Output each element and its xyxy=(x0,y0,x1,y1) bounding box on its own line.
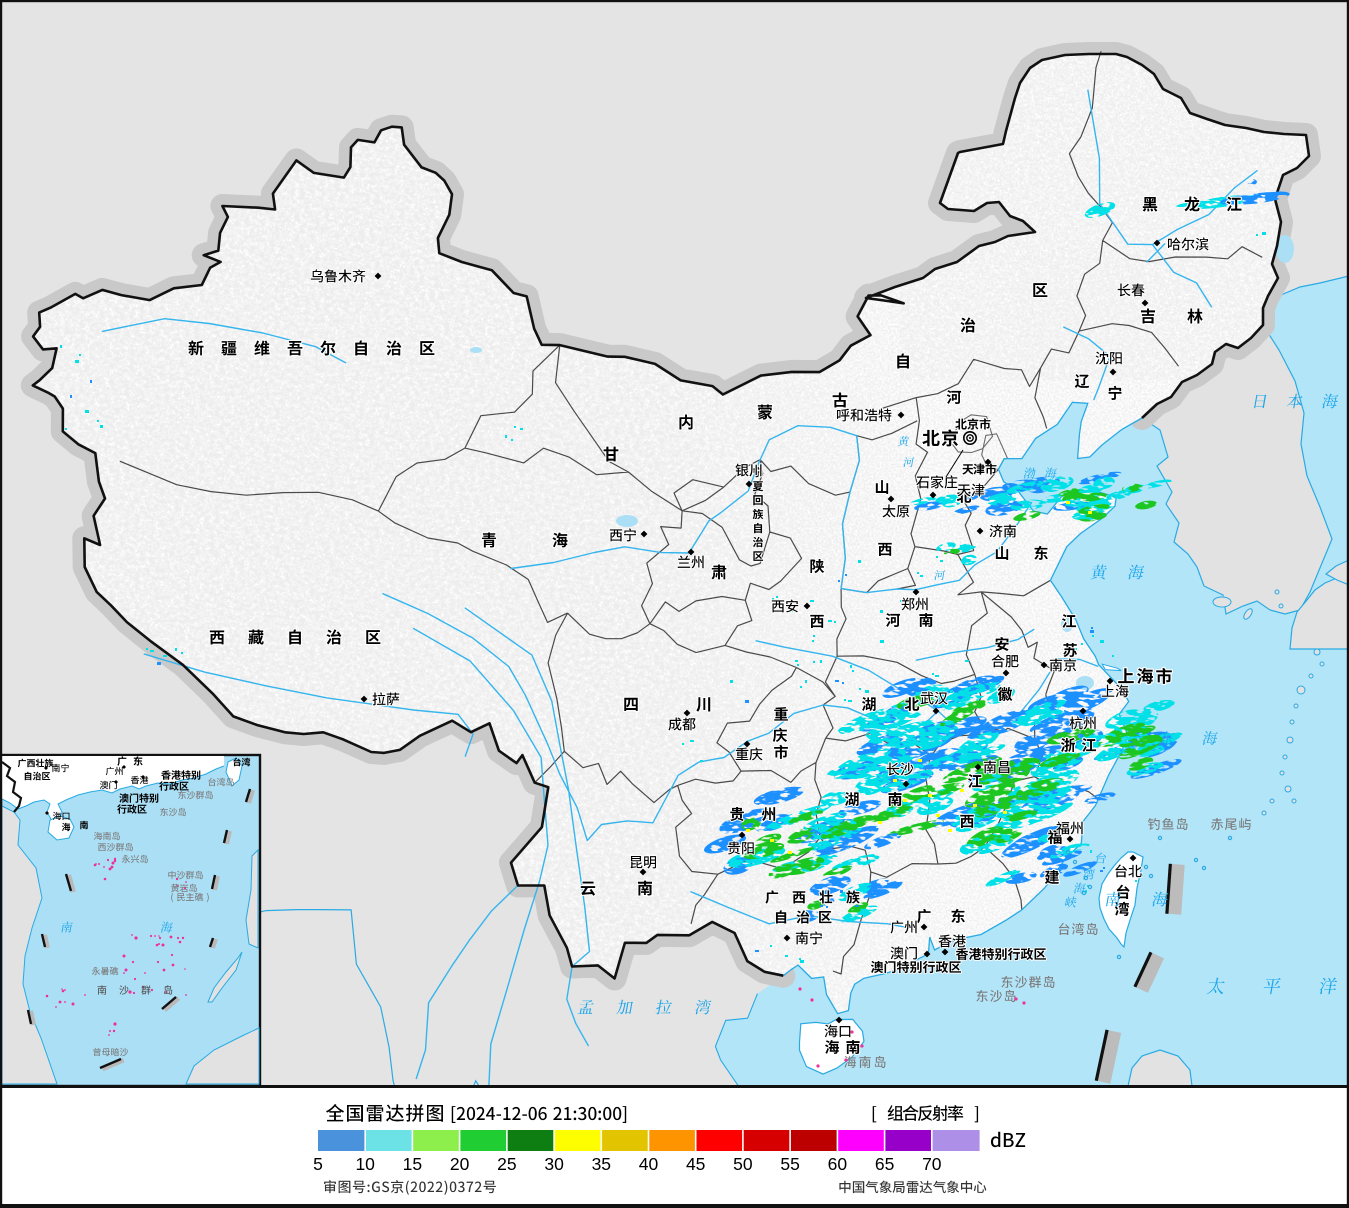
svg-text:70: 70 xyxy=(922,1154,942,1174)
svg-text:60: 60 xyxy=(828,1154,848,1174)
svg-text:40: 40 xyxy=(639,1154,659,1174)
svg-text:10: 10 xyxy=(355,1154,375,1174)
svg-text:20: 20 xyxy=(450,1154,470,1174)
svg-text:65: 65 xyxy=(875,1154,894,1174)
svg-text:30: 30 xyxy=(544,1154,564,1174)
svg-text:15: 15 xyxy=(403,1154,422,1174)
svg-text:45: 45 xyxy=(686,1154,705,1174)
svg-text:35: 35 xyxy=(592,1154,611,1174)
svg-text:50: 50 xyxy=(733,1154,753,1174)
svg-text:25: 25 xyxy=(497,1154,516,1174)
svg-text:5: 5 xyxy=(313,1154,323,1174)
svg-text:55: 55 xyxy=(780,1154,799,1174)
